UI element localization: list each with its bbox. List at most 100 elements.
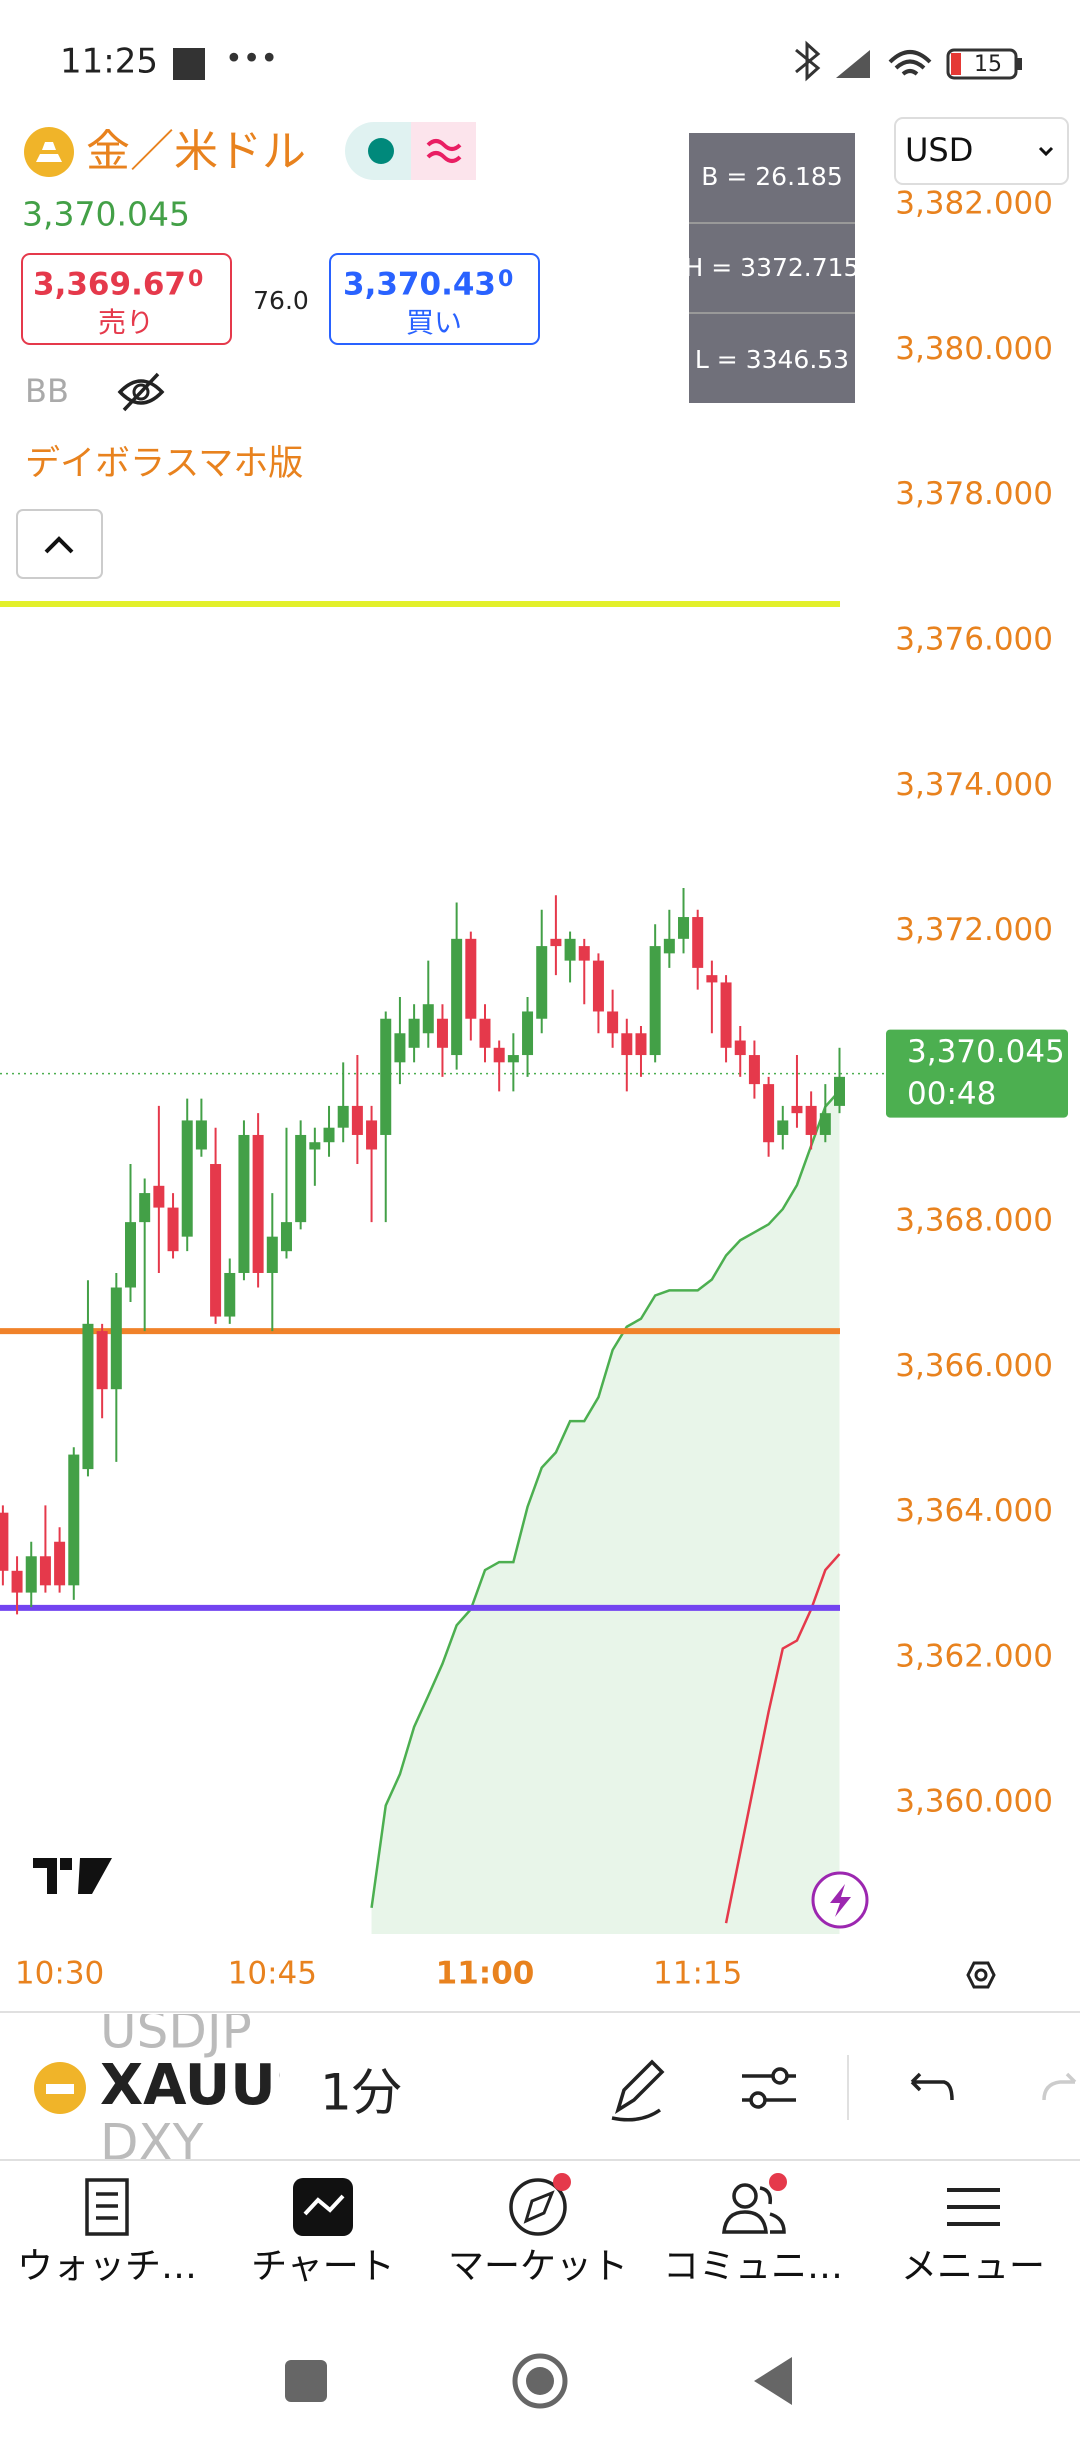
candle-body: [522, 1011, 534, 1056]
nav-label: マーケット: [448, 2246, 628, 2287]
nav-badge: [769, 2173, 787, 2191]
y-tick-label: 3,380.000: [895, 331, 1053, 367]
y-tick-label: 3,364.000: [895, 1493, 1053, 1529]
spread: 76.0: [253, 286, 309, 315]
stats-text: H = 3372.715: [685, 253, 860, 282]
candle-body: [167, 1207, 179, 1252]
x-tick-label: 11:00: [436, 1956, 535, 1992]
collapse-button[interactable]: [16, 509, 103, 579]
sys-home-dot: [526, 2367, 554, 2395]
y-tick-label: 3,376.000: [895, 622, 1053, 658]
select-arrow: [1038, 146, 1054, 157]
candle-body: [649, 946, 661, 1056]
candle-body: [366, 1120, 378, 1150]
symbol-title[interactable]: 金／米ドル: [86, 126, 306, 177]
candle-body: [805, 1105, 817, 1135]
nav-icon-needle: [523, 2190, 555, 2224]
nav-watchlist[interactable]: ウォッチ…: [17, 2178, 197, 2287]
candle-body: [777, 1120, 789, 1135]
stats-box: [689, 133, 855, 403]
wifi-icon: [888, 50, 932, 76]
nav-market[interactable]: マーケット: [448, 2173, 628, 2287]
candle-body: [479, 1018, 491, 1048]
last-price-tag: [886, 1029, 1068, 1118]
currency-select[interactable]: [894, 117, 1069, 185]
signal-icon: [836, 50, 870, 78]
battery-text: 15: [974, 52, 1002, 77]
candle-body: [68, 1454, 80, 1586]
interval[interactable]: 1分: [320, 2064, 402, 2122]
candle-body: [224, 1272, 236, 1317]
candle-body: [139, 1193, 151, 1223]
candle-body: [82, 1323, 94, 1470]
candle-body: [550, 938, 562, 947]
nav-label: メニュー: [901, 2246, 1045, 2287]
draw-icon[interactable]: [611, 2059, 665, 2122]
candle-body: [96, 1331, 108, 1390]
x-tick-label: 11:15: [653, 1956, 742, 1992]
nav-badge: [553, 2173, 571, 2191]
sell-button[interactable]: [21, 253, 232, 345]
candle-body: [678, 917, 690, 939]
candle-body: [720, 982, 732, 1048]
candle-body: [451, 938, 463, 1056]
indicators-knob: [749, 2091, 767, 2109]
candle-body: [465, 938, 477, 1019]
candle-body: [621, 1033, 633, 1056]
candle-body: [252, 1134, 264, 1273]
market-open-dot: [368, 138, 394, 164]
bluetooth-icon: [795, 40, 821, 82]
candle-body: [309, 1142, 321, 1150]
candle-body: [54, 1541, 66, 1586]
script-name[interactable]: デイボラスマホ版: [25, 444, 303, 484]
candle-body: [11, 1570, 23, 1593]
delay-icon: [426, 139, 462, 163]
nav-menu[interactable]: メニュー: [901, 2188, 1045, 2287]
tv-logo: [33, 1858, 112, 1894]
candle-body: [153, 1185, 165, 1208]
sys-home[interactable]: [512, 2353, 568, 2409]
stats-text: L = 3346.53: [695, 345, 849, 374]
plot-area: [0, 600, 884, 1934]
candle-body: [436, 1018, 448, 1048]
redo-icon[interactable]: [1042, 2072, 1077, 2101]
symbol-scroller[interactable]: USDJP XAUUS DXY: [100, 2002, 316, 2172]
status-dots: •••: [225, 42, 278, 77]
settings-icon[interactable]: [966, 1961, 996, 1989]
candle-body: [706, 975, 718, 983]
nav-community[interactable]: コミュニ…: [663, 2173, 843, 2287]
candle-body: [663, 938, 675, 954]
buy-pip: 0: [498, 267, 513, 292]
battery-level: [951, 53, 961, 75]
buy-button[interactable]: [329, 253, 540, 345]
y-tick-label: 3,374.000: [895, 767, 1053, 803]
sys-back[interactable]: [754, 2357, 792, 2405]
symbol-icon-bars: [46, 2084, 74, 2094]
candle-body: [323, 1127, 335, 1143]
candle-body: [266, 1236, 278, 1273]
candle-body: [578, 946, 590, 961]
nav-chart[interactable]: チャート: [251, 2178, 395, 2287]
undo-icon[interactable]: [910, 2072, 954, 2101]
nav-icon: [293, 2178, 353, 2236]
x-tick-label: 10:30: [15, 1956, 104, 1992]
candle-body: [564, 938, 576, 961]
nav-icon-line: [303, 2194, 345, 2216]
candle-body: [635, 1033, 647, 1056]
hide-icon[interactable]: [117, 372, 165, 412]
candle-body: [408, 1018, 420, 1048]
y-tick-label: 3,372.000: [895, 912, 1053, 948]
sys-recent[interactable]: [285, 2360, 327, 2402]
candle-body: [791, 1105, 803, 1114]
candle-body: [748, 1055, 760, 1085]
symbol-next: DXY: [100, 2114, 204, 2172]
candle-body: [692, 917, 704, 968]
candle-body: [39, 1556, 51, 1586]
gold-bars: [36, 142, 62, 162]
candle-body: [834, 1076, 845, 1106]
candle-body: [493, 1047, 505, 1063]
indicator-name: BB: [25, 372, 69, 410]
nav-icon: [732, 2183, 758, 2209]
